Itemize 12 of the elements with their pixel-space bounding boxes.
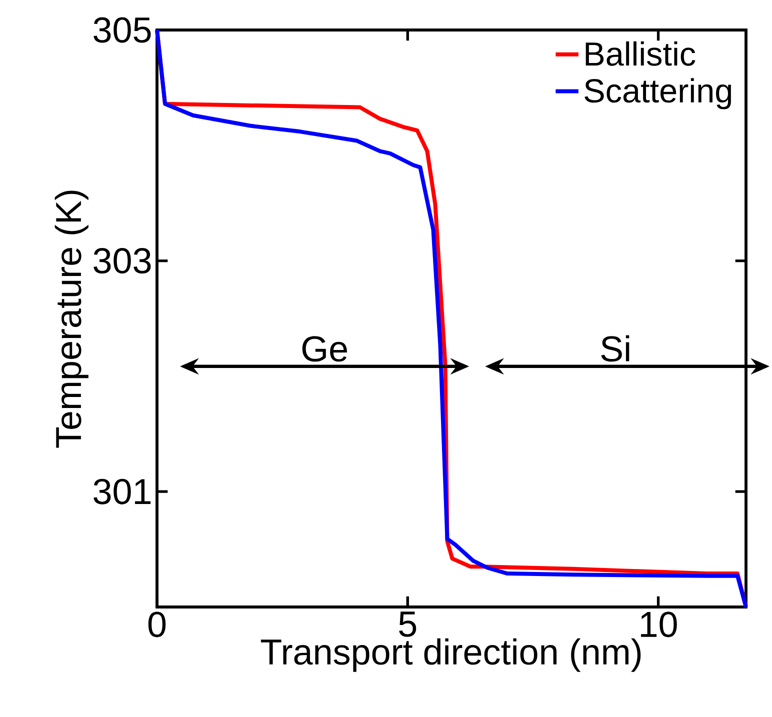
y-tick-label: 301 (94, 478, 151, 504)
y-axis-title: Temperature (K) (54, 190, 88, 448)
x-tick-label: 5 (399, 612, 416, 637)
annotation: Ge (302, 336, 347, 362)
x-axis-title: Transport direction (nm) (260, 638, 641, 672)
annotation: Si (601, 335, 630, 362)
y-tick-label: 303 (94, 248, 151, 274)
x-tick-label: 0 (148, 612, 166, 638)
legend-label: Ballistic (586, 41, 696, 66)
x-tick-label: 10 (640, 612, 677, 638)
legend-label: Scattering (584, 78, 732, 110)
y-tick-label: 305 (94, 17, 151, 43)
